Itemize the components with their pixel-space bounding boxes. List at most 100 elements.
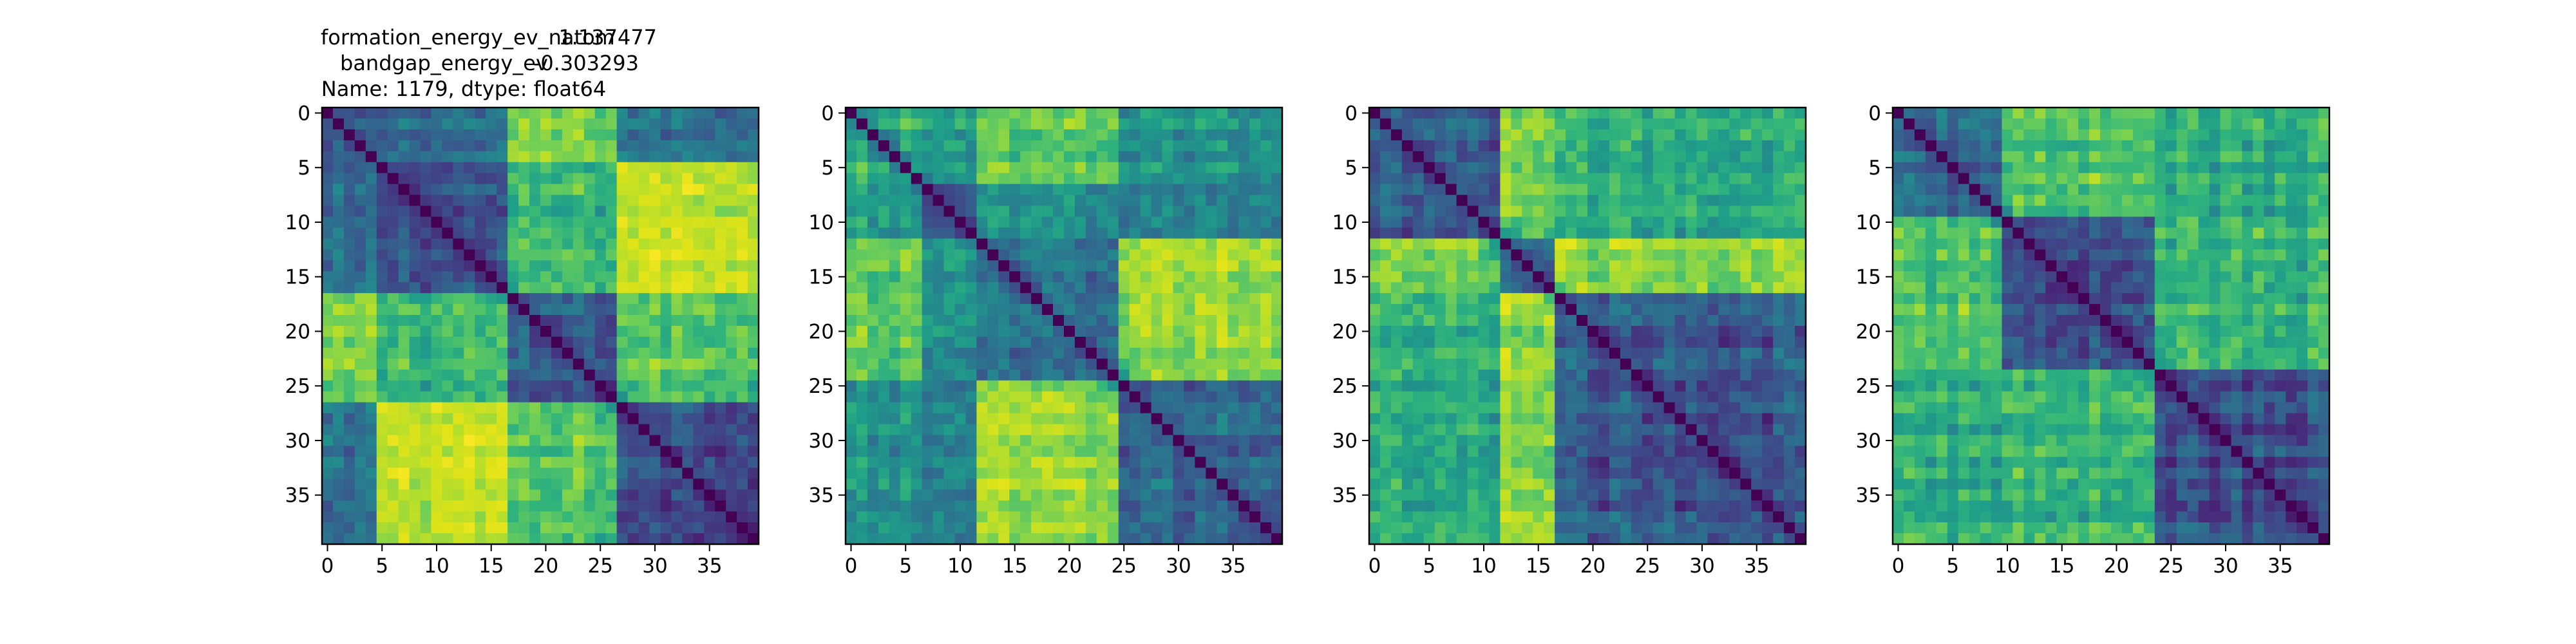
heatmap-cell [1217, 282, 1228, 294]
heatmap-cell [605, 173, 618, 185]
heatmap-cell [1555, 238, 1566, 250]
heatmap-cell [1784, 205, 1795, 218]
heatmap-cell [704, 326, 715, 337]
heatmap-cell [442, 369, 453, 381]
heatmap-cell [365, 533, 377, 545]
heatmap-cell [1566, 140, 1577, 152]
heatmap-cell [1467, 369, 1479, 381]
heatmap-cell [420, 205, 432, 218]
heatmap-cell [573, 500, 585, 512]
heatmap-cell [1555, 500, 1566, 512]
heatmap-cell [1271, 173, 1283, 185]
heatmap-cell [737, 162, 748, 174]
heatmap-cell [627, 238, 639, 250]
heatmap-cell [453, 249, 464, 261]
heatmap-cell [987, 435, 999, 447]
heatmap-cell [1740, 336, 1752, 348]
heatmap-cell [1390, 238, 1403, 250]
heatmap-cell [1663, 205, 1676, 218]
heatmap-cell [726, 446, 737, 457]
heatmap-cell [594, 457, 607, 468]
heatmap-cell [682, 304, 694, 316]
heatmap-cell [497, 511, 508, 523]
heatmap-cell [1140, 522, 1152, 534]
heatmap-cell [649, 162, 661, 174]
heatmap-cell [1609, 533, 1621, 545]
heatmap-cell [693, 468, 705, 479]
heatmap-cell [594, 140, 607, 152]
heatmap-cell [1173, 118, 1185, 130]
heatmap-cell [1096, 173, 1108, 185]
heatmap-cell [1445, 194, 1457, 207]
heatmap-cell [922, 129, 934, 141]
heatmap-cell [856, 140, 868, 152]
heatmap-cell [693, 293, 705, 305]
heatmap-cell [682, 216, 694, 229]
heatmap-cell [1390, 326, 1403, 337]
heatmap-cell [1696, 336, 1709, 348]
heatmap-cell [1500, 129, 1511, 141]
heatmap-cell [1085, 336, 1097, 348]
heatmap-cell [1740, 194, 1752, 207]
heatmap-cell [1238, 413, 1250, 425]
heatmap-cell [671, 118, 683, 130]
heatmap-cell [1434, 424, 1446, 436]
heatmap-cell [943, 533, 956, 545]
heatmap-cell [1401, 129, 1414, 141]
heatmap-cell [638, 446, 650, 457]
heatmap-cell [943, 282, 956, 294]
heatmap-cell [1577, 140, 1588, 152]
heatmap-cell [1107, 435, 1119, 447]
heatmap-cell [1489, 511, 1501, 523]
heatmap-cell [1642, 435, 1654, 447]
heatmap-cell [1271, 184, 1283, 196]
heatmap-cell [1784, 347, 1795, 359]
x-tick-label: 0 [321, 554, 334, 578]
heatmap-cell [846, 326, 857, 337]
x-tick-label: 0 [1368, 554, 1381, 578]
heatmap-cell [1511, 522, 1522, 534]
heatmap-cell [1489, 478, 1501, 490]
heatmap-cell [1009, 478, 1021, 490]
heatmap-cell [1773, 173, 1785, 185]
heatmap-cell [1478, 238, 1490, 250]
heatmap-cell [933, 478, 945, 490]
heatmap-cell [1238, 249, 1250, 261]
heatmap-cell [1762, 413, 1774, 425]
heatmap-cell [1445, 249, 1457, 261]
heatmap-cell [1598, 293, 1610, 305]
heatmap-cell [726, 282, 737, 294]
heatmap-cell [660, 162, 672, 174]
heatmap-cell [1642, 413, 1654, 425]
heatmap-cell [1566, 358, 1577, 370]
heatmap-cell [497, 194, 508, 207]
heatmap-cell [1423, 391, 1435, 403]
heatmap-cell [332, 173, 345, 185]
heatmap-cell [1031, 391, 1043, 403]
heatmap-cell [1206, 358, 1217, 370]
heatmap-cell [1685, 184, 1698, 196]
heatmap-cell [1631, 369, 1643, 381]
heatmap-cell [1162, 140, 1174, 152]
heatmap-cell [1173, 249, 1185, 261]
heatmap-cell [1489, 402, 1501, 414]
heatmap-cell [1390, 140, 1403, 152]
heatmap-cell [1598, 500, 1610, 512]
heatmap-cell [660, 304, 672, 316]
heatmap-cell [420, 162, 432, 174]
heatmap-cell [1642, 522, 1654, 534]
heatmap-cell [594, 227, 607, 239]
heatmap-cell [1053, 326, 1065, 337]
heatmap-cell [1467, 205, 1479, 218]
heatmap-cell [1412, 446, 1425, 457]
heatmap-cell [1696, 511, 1709, 523]
heatmap-cell [1031, 533, 1043, 545]
heatmap-cell [1140, 238, 1152, 250]
heatmap-cell [954, 457, 967, 468]
heatmap-cell [1151, 522, 1163, 534]
heatmap-cell [1773, 108, 1785, 119]
heatmap-cell [933, 522, 945, 534]
heatmap-cell [1227, 205, 1239, 218]
heatmap-cell [322, 304, 334, 316]
heatmap-cell [726, 468, 737, 479]
